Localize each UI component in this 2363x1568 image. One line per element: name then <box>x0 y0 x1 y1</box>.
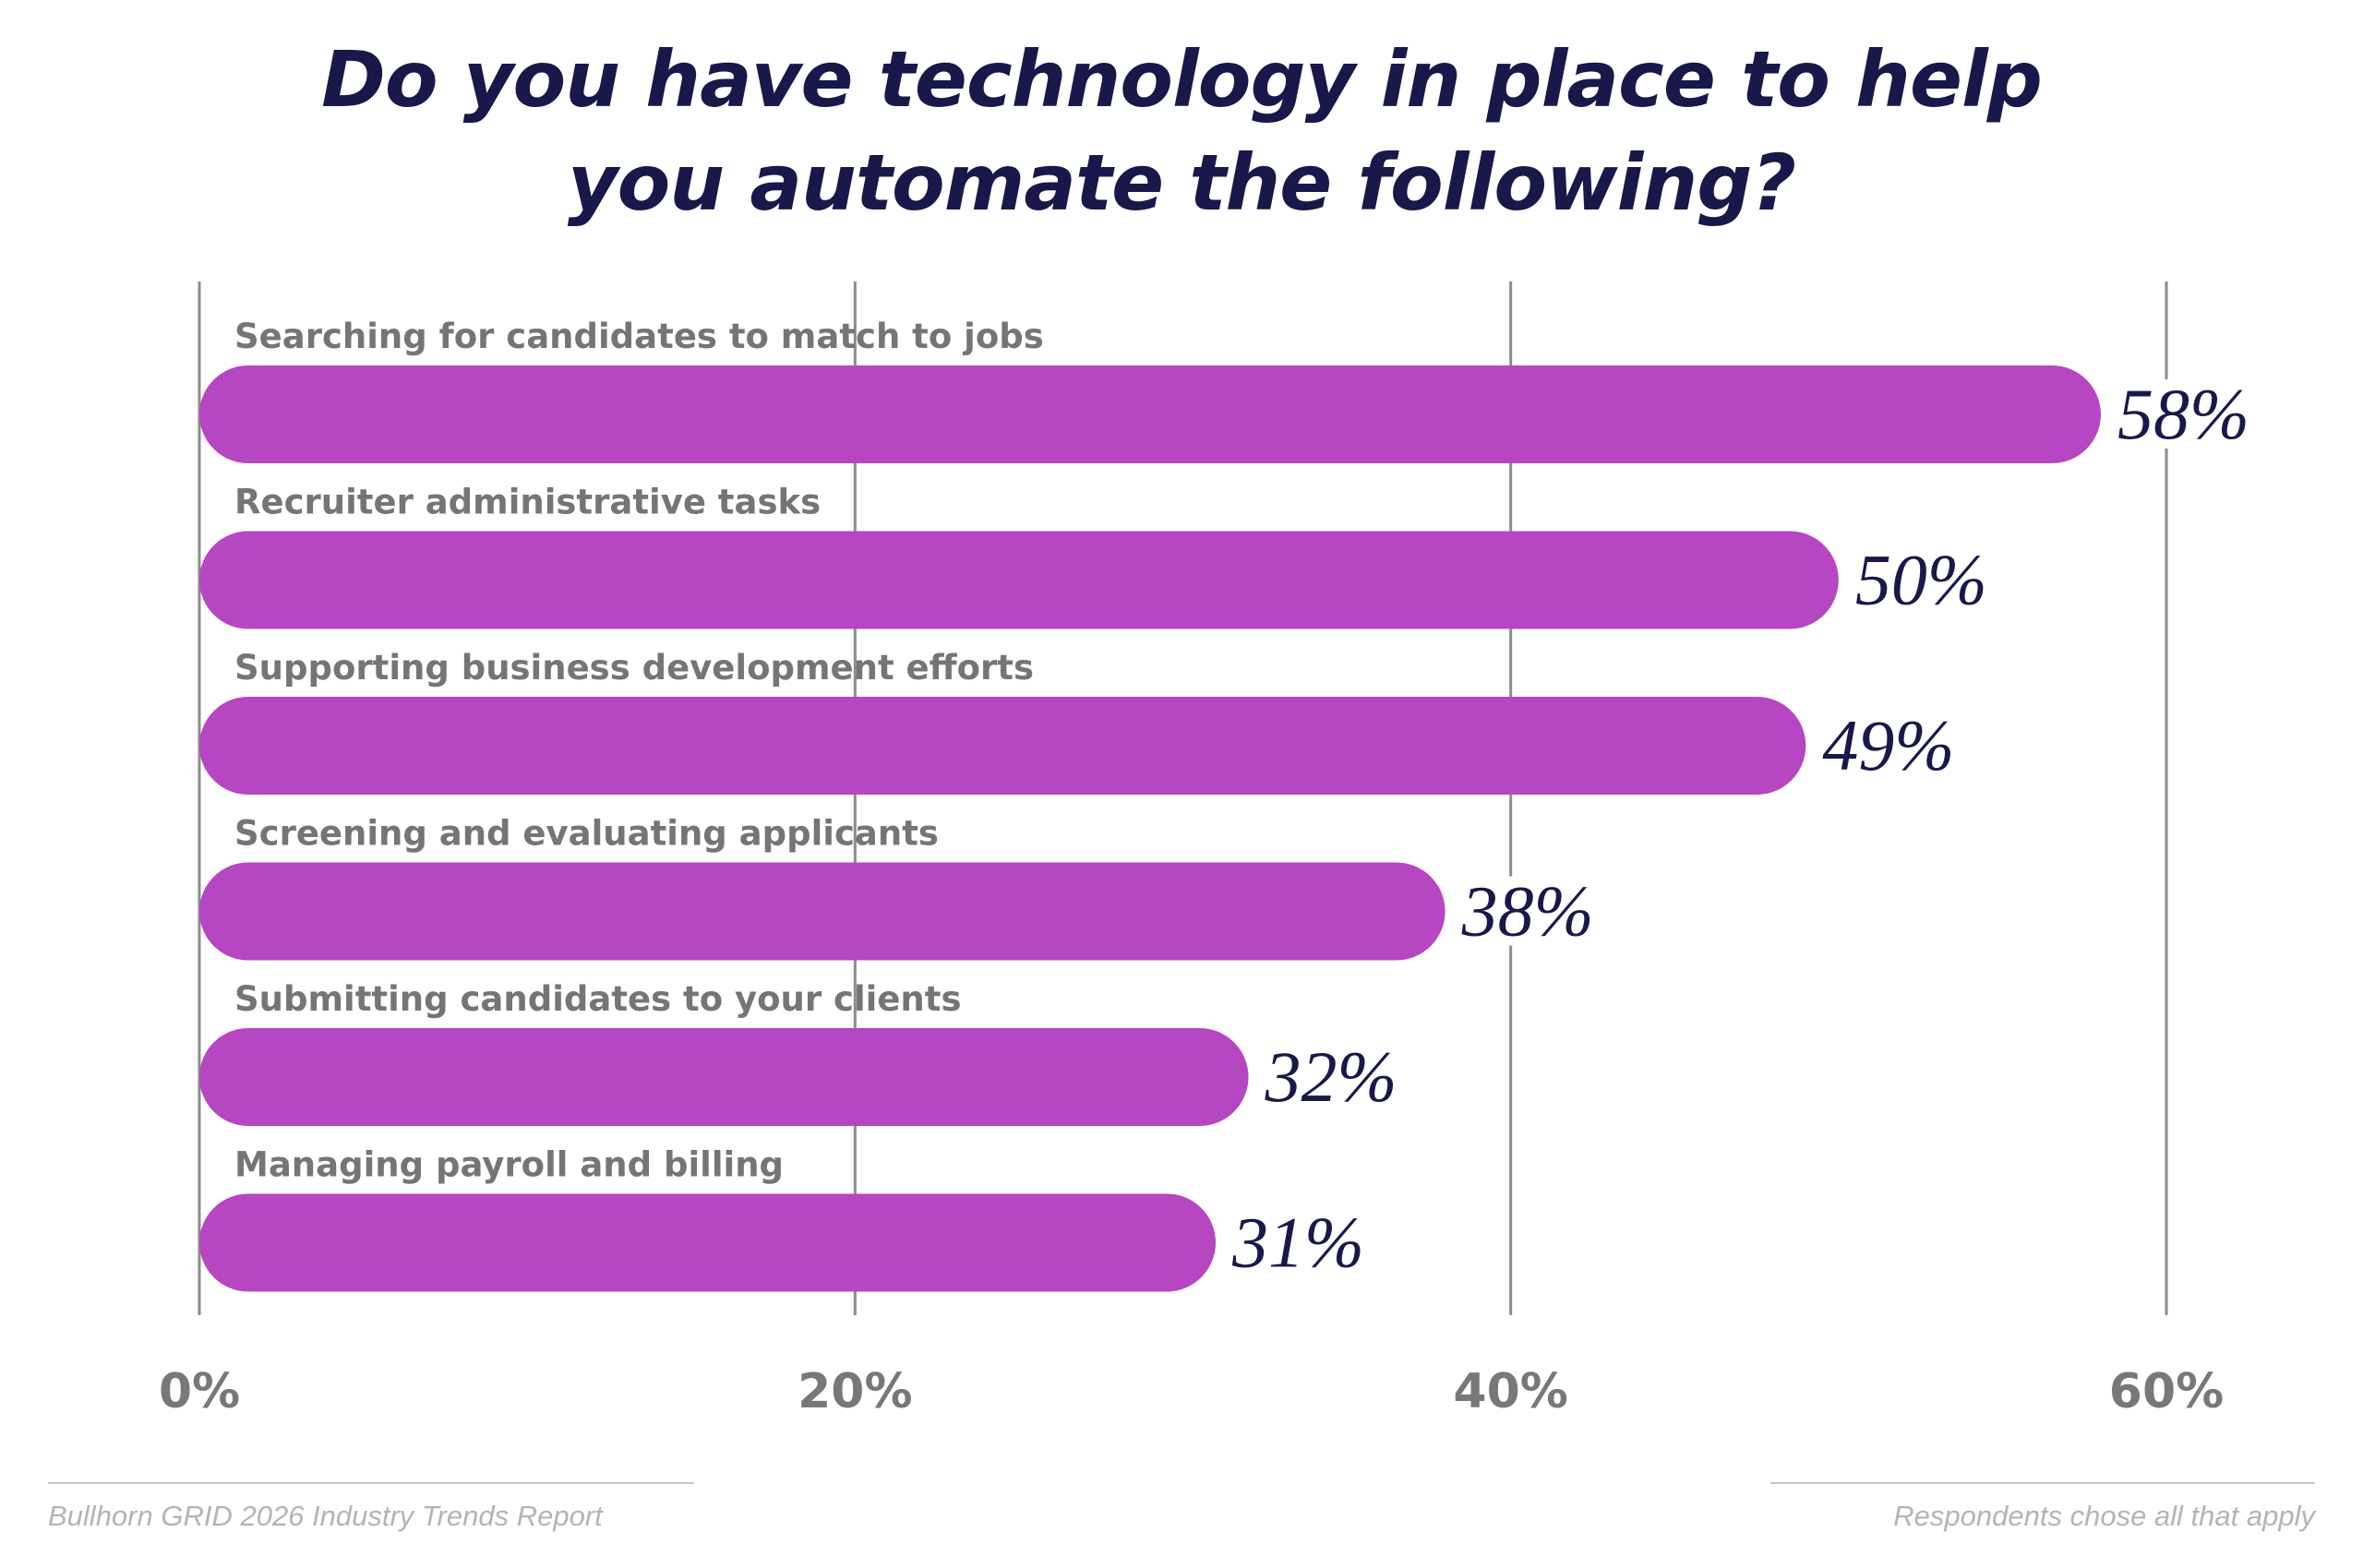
chart-title: Do you have technology in place to help … <box>0 28 2363 234</box>
value-labels: 58% 50% 49% 38% 32% 31% <box>1228 374 2253 1283</box>
value-label-backing <box>1851 545 1991 615</box>
x-axis-tick-labels: 0% 20% 40% 60% <box>159 1364 2224 1419</box>
footer-note: Respondents chose all that apply <box>1893 1500 2315 1532</box>
value-label: 58% <box>2117 374 2249 454</box>
value-label-backing <box>1818 711 1959 780</box>
chart-title-line-2: you automate the following? <box>567 138 1796 228</box>
category-labels: Searching for candidates to match to job… <box>234 317 1044 1185</box>
category-label: Searching for candidates to match to job… <box>234 317 1044 356</box>
category-label: Managing payroll and billing <box>234 1145 784 1185</box>
bar <box>199 862 1445 961</box>
footer-left-rule <box>48 1482 694 1484</box>
bar <box>199 697 1806 795</box>
x-tick-label: 60% <box>2109 1364 2224 1419</box>
category-label: Submitting candidates to your clients <box>234 979 961 1019</box>
footer-source: Bullhorn GRID 2026 Industry Trends Repor… <box>48 1500 603 1532</box>
chart-title-line-1: Do you have technology in place to help <box>321 34 2043 125</box>
x-tick-label: 40% <box>1453 1364 1567 1419</box>
value-label-backing <box>1228 1207 1369 1277</box>
value-label-backing <box>1457 876 1598 946</box>
x-tick-label: 20% <box>798 1364 912 1419</box>
x-tick-label: 0% <box>159 1364 240 1419</box>
bar <box>199 531 1839 629</box>
bars <box>199 365 2101 1292</box>
value-label-backing <box>2113 379 2253 449</box>
value-label: 49% <box>1822 705 1954 785</box>
value-label-backing <box>1260 1042 1401 1111</box>
value-label: 38% <box>1461 871 1594 952</box>
category-label: Supporting business development efforts <box>234 648 1034 688</box>
value-label: 32% <box>1265 1036 1397 1117</box>
bar <box>199 1028 1249 1126</box>
footer-right-rule <box>1770 1482 2315 1484</box>
value-label: 50% <box>1855 540 1987 620</box>
bar <box>199 1193 1217 1292</box>
grid-lines <box>198 281 2168 1315</box>
category-label: Screening and evaluating applicants <box>234 814 939 854</box>
category-label: Recruiter administrative tasks <box>234 483 821 522</box>
value-label: 31% <box>1231 1203 1364 1283</box>
bar <box>199 365 2101 463</box>
